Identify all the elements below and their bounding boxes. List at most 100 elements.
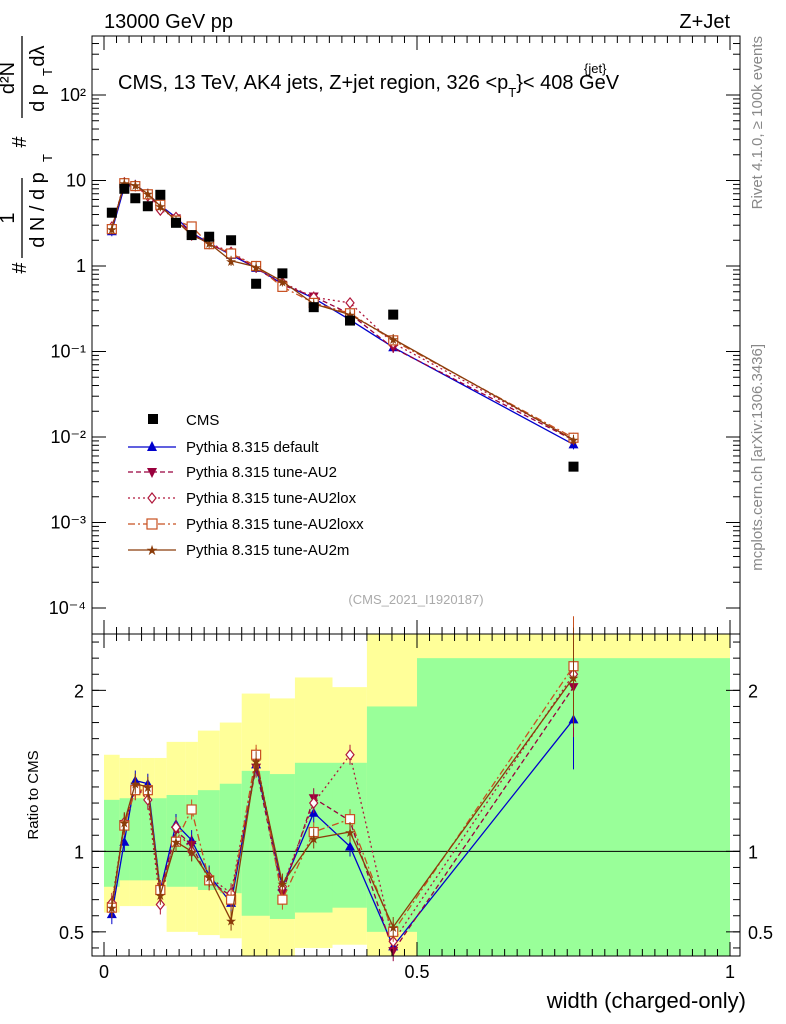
data-point-cms bbox=[106, 207, 117, 218]
legend-marker-default bbox=[147, 441, 157, 451]
ratio-point-au2loxx bbox=[186, 804, 197, 815]
legend-marker-au2 bbox=[147, 468, 157, 478]
ratio-point-au2m: ★ bbox=[155, 888, 167, 903]
y-tick-label: 1 bbox=[76, 256, 86, 276]
ratio-point-au2 bbox=[388, 947, 399, 957]
analysis-watermark: (CMS_2021_I1920187) bbox=[348, 592, 483, 607]
ratio-point-default bbox=[345, 841, 356, 851]
data-point-cms bbox=[204, 231, 215, 242]
point-au2m: ★ bbox=[568, 433, 580, 448]
x-axis-label: width (charged-only) bbox=[546, 988, 746, 1013]
point-au2m: ★ bbox=[387, 332, 399, 347]
ratio-plot-layer: ★★★ ★★★★★★★★★ ★★★0.5 0.51 12 20 0.5 1 bbox=[59, 616, 773, 982]
ratio-y-tick-label-right: 1 bbox=[748, 842, 758, 862]
y-tick-label: 10⁻⁴ bbox=[49, 598, 86, 618]
legend-label-au2lox: Pythia 8.315 tune-AU2lox bbox=[186, 490, 357, 507]
ratio-point-au2m: ★ bbox=[308, 831, 320, 846]
ratio-point-au2m: ★ bbox=[387, 920, 399, 935]
svg-text:#: # bbox=[9, 136, 31, 148]
ratio-point-au2m: ★ bbox=[568, 670, 580, 685]
point-au2lox bbox=[345, 296, 355, 309]
point-au2m: ★ bbox=[142, 187, 154, 202]
svg-text:#: # bbox=[9, 262, 31, 274]
header-right: Z+Jet bbox=[679, 11, 730, 33]
svg-text:d²N: d²N bbox=[0, 62, 19, 94]
ratio-point-au2m: ★ bbox=[106, 901, 118, 916]
ratio-ylabel: Ratio to CMS bbox=[25, 750, 42, 839]
x-tick-label: 1 bbox=[725, 962, 735, 982]
ratio-point-au2loxx bbox=[225, 894, 237, 905]
ratio-y-tick-label: 2 bbox=[74, 681, 84, 701]
series-line-au2lox bbox=[111, 182, 574, 440]
x-tick-label: 0 bbox=[99, 962, 109, 982]
data-point-cms bbox=[277, 268, 288, 279]
data-point-cms bbox=[186, 230, 197, 241]
data-point-cms bbox=[170, 217, 181, 228]
ratio-y-tick-label-right: 0.5 bbox=[748, 923, 773, 943]
ratio-point-au2m: ★ bbox=[129, 777, 141, 792]
point-au2m: ★ bbox=[129, 178, 141, 193]
uncertainty-band-green bbox=[129, 798, 142, 881]
plot-title-sup: {jet} bbox=[584, 61, 607, 76]
point-au2m: ★ bbox=[155, 199, 167, 214]
ratio-point-au2m: ★ bbox=[170, 835, 182, 850]
legend-label-cms: CMS bbox=[186, 412, 219, 429]
uncertainty-band-green bbox=[241, 770, 270, 916]
legend-label-au2loxx: Pythia 8.315 tune-AU2loxx bbox=[186, 516, 364, 533]
ratio-point-au2m: ★ bbox=[344, 825, 356, 840]
data-point-cms bbox=[119, 183, 130, 194]
y-tick-label: 10 bbox=[66, 171, 86, 191]
data-point-cms bbox=[388, 309, 399, 320]
legend-label-au2: Pythia 8.315 tune-AU2 bbox=[186, 464, 337, 481]
ratio-plot-frame bbox=[91, 633, 741, 957]
ratio-point-au2m: ★ bbox=[225, 914, 237, 929]
data-point-cms bbox=[142, 201, 153, 212]
uncertainty-band-green bbox=[366, 706, 417, 932]
ratio-point-au2m: ★ bbox=[203, 870, 215, 885]
ratio-point-au2m: ★ bbox=[186, 844, 198, 859]
rivet-label: Rivet 4.1.0, ≥ 100k events bbox=[749, 36, 766, 209]
data-point-cms bbox=[155, 189, 166, 200]
ratio-point-au2m: ★ bbox=[250, 754, 262, 769]
data-point-cms bbox=[226, 235, 237, 246]
data-point-cms bbox=[130, 193, 141, 204]
legend: CMS Pythia 8.315 default Pythia 8.315 tu… bbox=[128, 412, 364, 559]
plot-title: CMS, 13 TeV, AK4 jets, Z+jet region, 326… bbox=[118, 72, 620, 100]
legend-marker-au2m: ★ bbox=[146, 542, 159, 558]
svg-text:1: 1 bbox=[0, 212, 19, 223]
point-au2m: ★ bbox=[106, 222, 118, 237]
ratio-point-au2m: ★ bbox=[142, 780, 154, 795]
ratio-point-au2m: ★ bbox=[277, 877, 289, 892]
legend-marker-cms bbox=[148, 414, 158, 424]
point-au2m: ★ bbox=[344, 308, 356, 323]
point-au2m: ★ bbox=[225, 254, 237, 269]
ratio-y-tick-label: 0.5 bbox=[59, 923, 84, 943]
svg-text:d p: d p bbox=[27, 84, 49, 112]
ratio-point-au2lox bbox=[345, 748, 355, 761]
ratio-point-au2loxx bbox=[277, 894, 288, 905]
legend-label-au2m: Pythia 8.315 tune-AU2m bbox=[186, 542, 349, 559]
ratio-point-au2lox bbox=[308, 797, 319, 810]
y-tick-label: 10⁻¹ bbox=[50, 342, 86, 362]
point-au2m: ★ bbox=[203, 236, 215, 251]
legend-marker-au2lox bbox=[147, 492, 157, 504]
main-ylabel: # 1 d N / d p T # d²N d p T dλ bbox=[0, 36, 55, 274]
data-point-cms bbox=[251, 278, 262, 289]
ratio-point-au2m: ★ bbox=[119, 815, 131, 830]
header-left: 13000 GeV pp bbox=[104, 11, 233, 33]
svg-text:d N / d p: d N / d p bbox=[27, 172, 49, 248]
svg-text:T: T bbox=[40, 68, 55, 76]
mcplots-label: mcplots.cern.ch [arXiv:1306.3436] bbox=[749, 344, 766, 571]
data-point-cms bbox=[308, 302, 319, 313]
ratio-y-tick-label: 1 bbox=[74, 842, 84, 862]
legend-marker-au2loxx bbox=[146, 518, 158, 530]
y-tick-label: 10⁻² bbox=[50, 427, 86, 447]
uncertainty-band-green bbox=[104, 799, 120, 887]
legend-label-default: Pythia 8.315 default bbox=[186, 439, 319, 456]
data-point-cms bbox=[345, 315, 356, 326]
data-point-cms bbox=[568, 461, 579, 472]
svg-text:dλ: dλ bbox=[27, 45, 49, 66]
point-au2m: ★ bbox=[250, 260, 262, 275]
